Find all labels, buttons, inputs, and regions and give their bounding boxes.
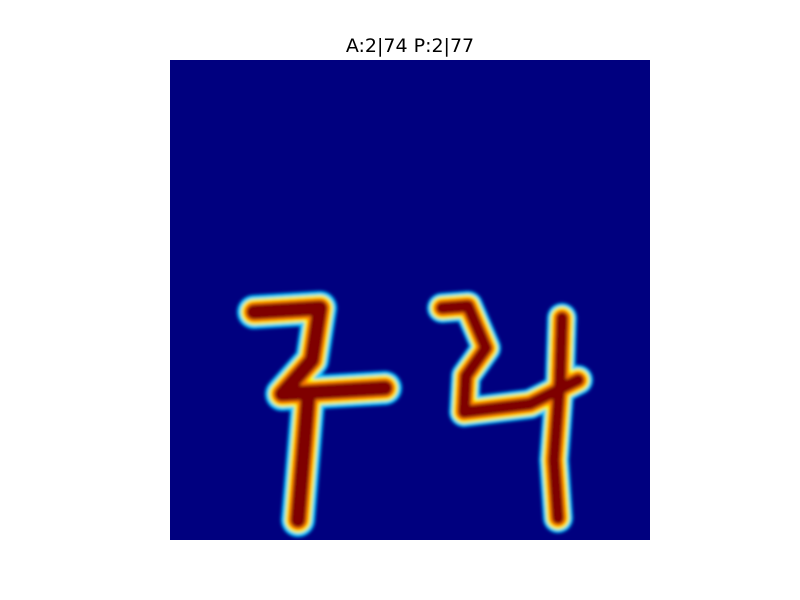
digit-four-stroke xyxy=(427,291,593,533)
digit-seven-stroke xyxy=(237,291,402,537)
heatmap-svg xyxy=(170,60,650,540)
plot-title: A:2|74 P:2|77 xyxy=(345,35,475,57)
heatmap-image xyxy=(170,60,650,540)
